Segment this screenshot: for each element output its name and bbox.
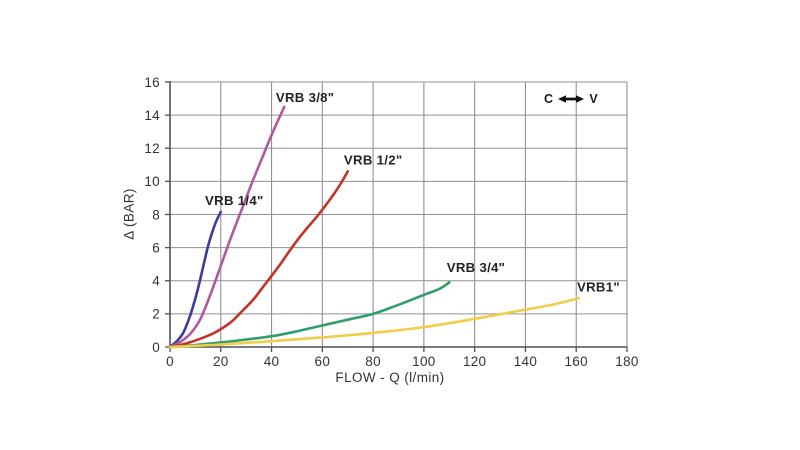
curves — [168, 105, 581, 349]
x-axis-title: FLOW - Q (l/min) — [335, 370, 445, 385]
y-tick-label: 6 — [152, 240, 160, 255]
x-tick-label: 160 — [565, 354, 588, 369]
x-tick-label: 0 — [166, 354, 174, 369]
double-arrow-shape — [558, 95, 585, 103]
axes — [165, 81, 628, 352]
y-tick-label: 10 — [144, 174, 160, 189]
series-label: VRB 3/4" — [447, 260, 506, 275]
y-tick-label: 16 — [144, 75, 160, 90]
c-label: C — [544, 92, 554, 106]
tick-labels: 0 20 40 60 80 100 120 140 160 180 0 2 4 6 8 10 12 14 16 — [144, 75, 638, 369]
x-tick-label: 120 — [463, 354, 486, 369]
series-label: VRB 1/4" — [205, 193, 264, 208]
x-tick-label: 100 — [412, 354, 435, 369]
y-tick-label: 2 — [152, 307, 160, 322]
series-curve-vrb1 — [168, 296, 581, 349]
series-label: VRB 1/2" — [344, 152, 403, 167]
y-tick-label: 14 — [144, 108, 160, 123]
x-tick-label: 20 — [213, 354, 229, 369]
series-curve-vrb38 — [168, 105, 286, 349]
x-tick-label: 180 — [615, 354, 638, 369]
double-arrow-icon — [558, 95, 585, 103]
y-tick-label: 0 — [152, 340, 160, 355]
y-tick-label: 12 — [144, 141, 160, 156]
x-tick-label: 80 — [365, 354, 381, 369]
x-tick-label: 40 — [264, 354, 280, 369]
series-label: VRB1" — [577, 280, 620, 295]
c-v-annotation: C V — [544, 92, 598, 106]
y-tick-label: 8 — [152, 207, 160, 222]
series-label: VRB 3/8" — [276, 90, 335, 105]
series-curve-vrb14 — [168, 210, 223, 349]
x-tick-label: 60 — [315, 354, 331, 369]
series-labels: VRB 1/4" VRB 3/8" VRB 1/2" VRB 3/4" VRB1" — [205, 90, 620, 294]
v-label: V — [589, 92, 598, 106]
x-tick-label: 140 — [514, 354, 537, 369]
series-curve-vrb12 — [168, 170, 349, 349]
gridlines — [170, 81, 628, 347]
y-tick-label: 4 — [152, 274, 160, 289]
y-axis-title: Δ (BAR) — [121, 188, 137, 240]
series-curve-vrb34 — [168, 281, 451, 349]
